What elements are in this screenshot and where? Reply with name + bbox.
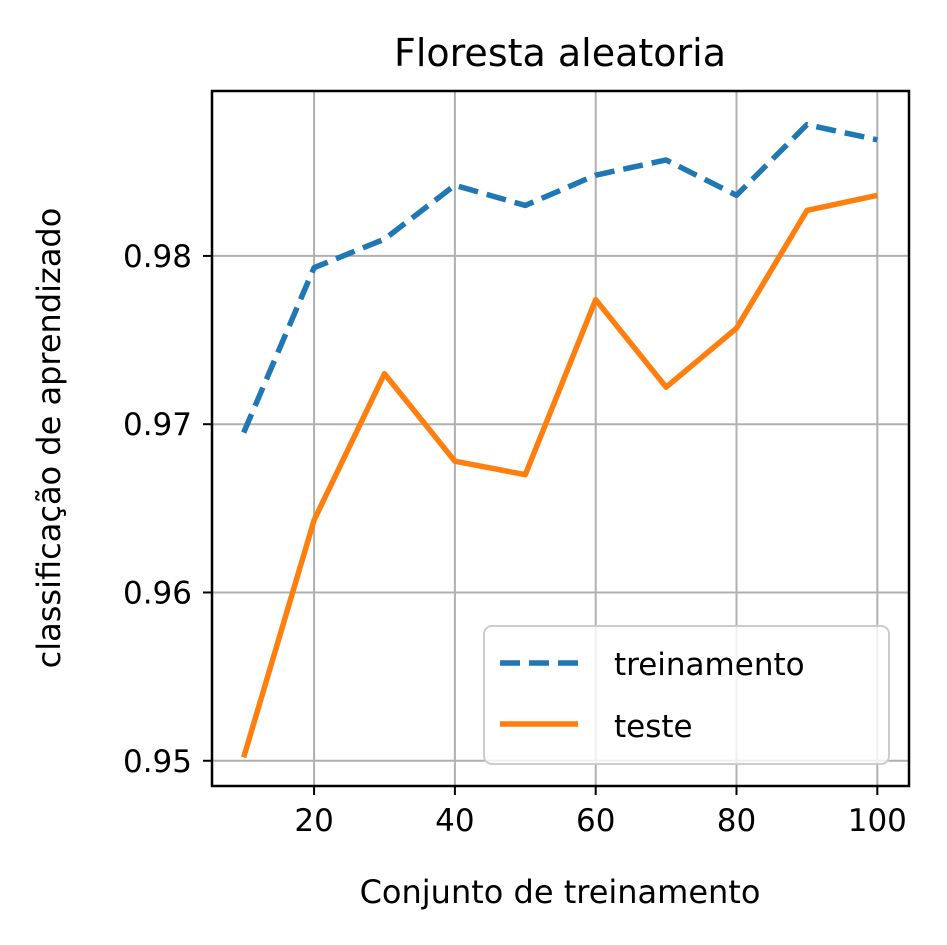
x-tick-label: 40	[435, 803, 474, 839]
x-tick-label: 60	[576, 803, 615, 839]
y-tick-label: 0.95	[123, 744, 192, 780]
series-line-treinamento	[241, 121, 878, 434]
y-tick-label: 0.96	[123, 575, 192, 611]
y-axis-label: classificação de aprendizado	[30, 208, 68, 669]
series-line-teste	[241, 192, 878, 759]
x-tick-label: 100	[848, 803, 907, 839]
legend: treinamento teste	[483, 625, 890, 765]
x-tick-label: 80	[717, 803, 756, 839]
legend-label-teste: teste	[614, 709, 693, 745]
y-tick-label: 0.97	[123, 407, 192, 443]
x-tick-label: 20	[294, 803, 333, 839]
legend-label-treinamento: treinamento	[614, 647, 805, 683]
axis-ticks: 20 40 60 80 100 0.95 0.96 0.97 0.98	[123, 239, 907, 839]
x-axis-label: Conjunto de treinamento	[360, 873, 761, 911]
legend-box	[483, 625, 890, 765]
chart-title: Floresta aleatoria	[394, 31, 726, 75]
y-tick-label: 0.98	[123, 239, 192, 275]
series-lines	[241, 121, 878, 759]
plot-area-frame	[210, 89, 911, 788]
